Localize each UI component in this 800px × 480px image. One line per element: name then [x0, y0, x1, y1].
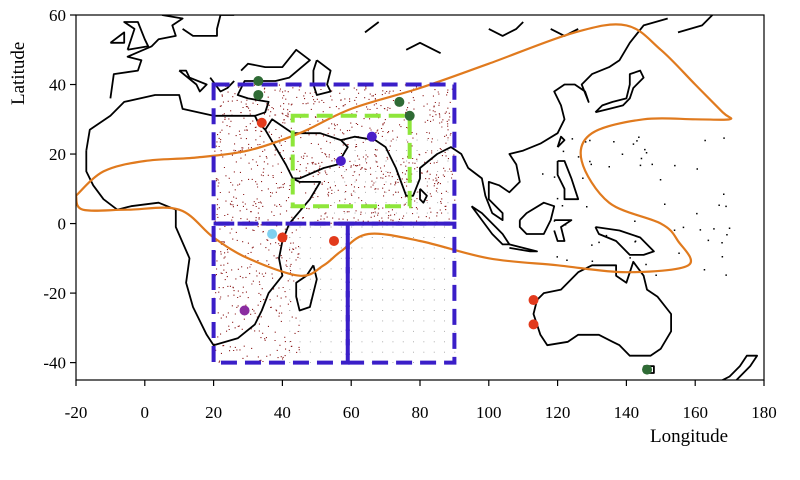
y-tick-label: 20	[49, 145, 66, 164]
x-tick-label: 0	[141, 403, 150, 422]
ocean-grid-dots	[289, 226, 456, 364]
contour-layer	[76, 23, 733, 277]
x-tick-label: 180	[751, 403, 777, 422]
station-marker-11	[267, 229, 278, 239]
coastline	[109, 31, 126, 44]
coastline	[85, 48, 311, 151]
coastline	[594, 226, 655, 256]
station-marker-13	[366, 131, 377, 142]
station-marker-3	[394, 96, 405, 107]
region-box-3	[345, 221, 457, 365]
coastline	[556, 160, 580, 201]
x-tick-label: 60	[343, 403, 360, 422]
x-tick-label: -20	[65, 403, 88, 422]
coastline	[264, 118, 349, 180]
x-tick-label: 20	[205, 403, 222, 422]
station-marker-4	[404, 110, 415, 121]
region-box-4	[290, 113, 412, 209]
y-tick-label: 40	[49, 76, 66, 95]
station-marker-10	[528, 319, 539, 330]
coastline	[182, 15, 235, 37]
coastline	[419, 188, 428, 204]
station-marker-1	[253, 76, 264, 87]
coastline	[720, 354, 758, 380]
x-tick-label: 140	[614, 403, 640, 422]
station-marker-7	[277, 232, 288, 243]
station-marker-14	[239, 305, 250, 316]
region-box-1	[211, 82, 457, 226]
coastline	[178, 69, 208, 93]
coastline	[518, 201, 556, 235]
coastline-layer	[85, 15, 758, 380]
x-tick-label: 160	[682, 403, 708, 422]
stations-layer	[239, 76, 653, 375]
coastline	[295, 264, 318, 312]
y-tick-label: 0	[58, 215, 67, 234]
coastline	[556, 135, 566, 148]
x-tick-label: 100	[476, 403, 502, 422]
coastline	[553, 219, 573, 242]
pacific-islands	[542, 136, 731, 277]
region-boxes-layer	[211, 82, 457, 365]
station-marker-9	[528, 295, 539, 306]
y-tick-label: 60	[49, 6, 66, 25]
ticks-layer: -20 0 20 40 60 80 100 120 140 160 180 -40 -20 0 20 40 60	[43, 6, 776, 422]
coastline	[364, 21, 380, 34]
contour-line	[76, 23, 733, 277]
coastline	[109, 15, 184, 99]
x-tick-label: 120	[545, 403, 571, 422]
coastline	[594, 69, 645, 114]
x-axis-title: Longitude	[650, 426, 728, 447]
coastline	[488, 21, 524, 37]
station-marker-2	[253, 89, 264, 100]
coastline	[677, 15, 714, 34]
y-tick-label: -40	[43, 354, 66, 373]
x-tick-label: 80	[412, 403, 429, 422]
coastline	[312, 59, 332, 96]
station-marker-8	[329, 235, 339, 246]
x-tick-label: 40	[274, 403, 291, 422]
coastline	[340, 17, 668, 221]
y-tick-label: -20	[43, 284, 66, 303]
coastline	[405, 41, 442, 55]
coastline	[123, 21, 150, 51]
y-axis-title: Latitude	[8, 42, 29, 105]
station-marker-6	[256, 117, 267, 128]
station-marker-12	[335, 156, 346, 166]
coastline	[509, 243, 538, 253]
station-marker-5	[642, 364, 653, 375]
coastline	[532, 260, 672, 357]
